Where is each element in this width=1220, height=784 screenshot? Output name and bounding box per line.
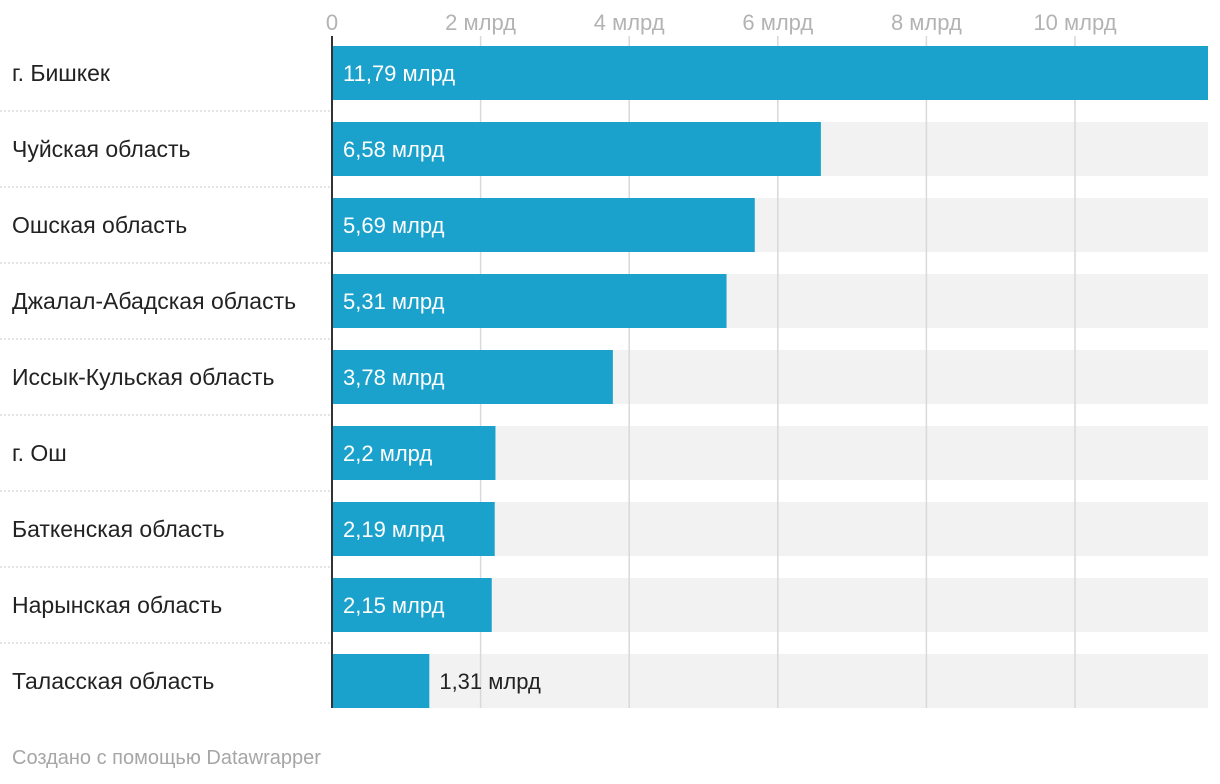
bar <box>332 122 821 176</box>
category-label: Баткенская область <box>12 516 225 542</box>
category-label: Ошская область <box>12 212 187 238</box>
bar <box>332 198 755 252</box>
x-tick-label: 2 млрд <box>445 10 516 35</box>
value-label: 2,2 млрд <box>343 441 432 466</box>
category-label: Иссык-Кульская область <box>12 364 274 390</box>
category-label: Джалал-Абадская область <box>12 288 296 314</box>
value-label: 5,69 млрд <box>343 213 445 238</box>
value-label: 5,31 млрд <box>343 289 445 314</box>
x-tick-label: 8 млрд <box>891 10 962 35</box>
x-tick-label: 6 млрд <box>742 10 813 35</box>
bar <box>332 426 496 480</box>
value-label: 11,79 млрд <box>343 61 455 86</box>
category-label: Нарынская область <box>12 592 222 618</box>
bar-track <box>332 654 1208 708</box>
bar <box>332 578 492 632</box>
credit-text: Создано с помощью Datawrapper <box>12 747 321 769</box>
category-label: Чуйская область <box>12 136 191 162</box>
value-label: 2,19 млрд <box>343 517 445 542</box>
category-label: Таласская область <box>12 668 214 694</box>
bar <box>332 350 613 404</box>
bar <box>332 46 1208 100</box>
category-label: г. Ош <box>12 440 67 466</box>
x-tick-label: 4 млрд <box>594 10 665 35</box>
x-tick-label: 0 <box>326 10 338 35</box>
bar <box>332 654 430 708</box>
value-label: 6,58 млрд <box>343 137 445 162</box>
value-label: 2,15 млрд <box>343 593 445 618</box>
bar <box>332 274 727 328</box>
category-label: г. Бишкек <box>12 60 111 86</box>
bar <box>332 502 495 556</box>
value-label: 1,31 млрд <box>439 669 541 694</box>
value-label: 3,78 млрд <box>343 365 445 390</box>
x-tick-label: 10 млрд <box>1033 10 1116 35</box>
